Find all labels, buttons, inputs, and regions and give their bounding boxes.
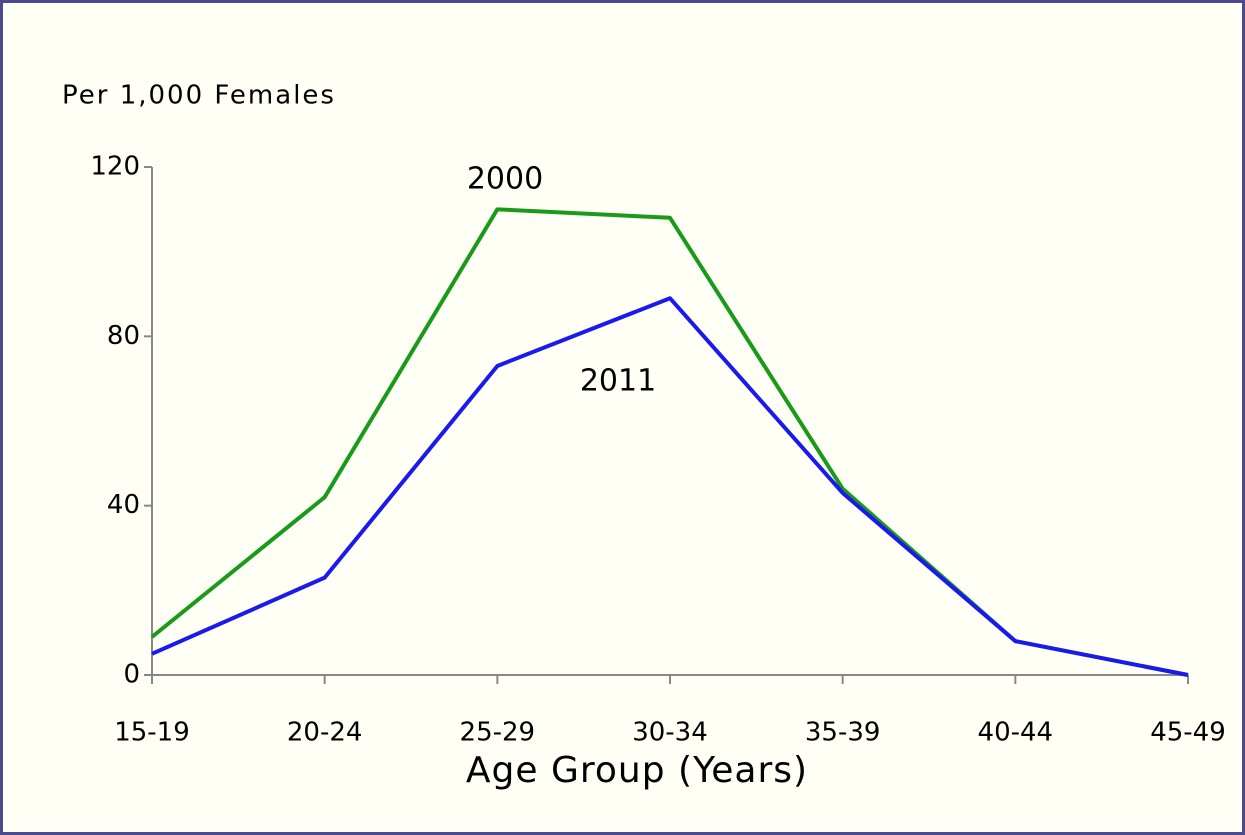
y-axis-label: Per 1,000 Females [62,81,336,111]
x-tick-label: 30-34 [632,718,708,748]
x-tick-label: 25-29 [460,718,536,748]
y-tick-label: 80 [107,321,140,351]
x-tick-label: 45-49 [1150,718,1226,748]
x-tick-label: 15-19 [114,718,190,748]
x-tick-label: 35-39 [805,718,881,748]
x-tick-label: 40-44 [978,718,1054,748]
series-label: 2011 [580,364,656,399]
series-label: 2000 [467,162,543,197]
x-tick-label: 20-24 [287,718,363,748]
y-tick-label: 40 [107,490,140,520]
x-axis-label: Age Group (Years) [466,750,808,791]
series-line [151,296,1189,677]
y-tick-label: 0 [123,660,140,690]
y-tick-label: 120 [90,152,140,182]
